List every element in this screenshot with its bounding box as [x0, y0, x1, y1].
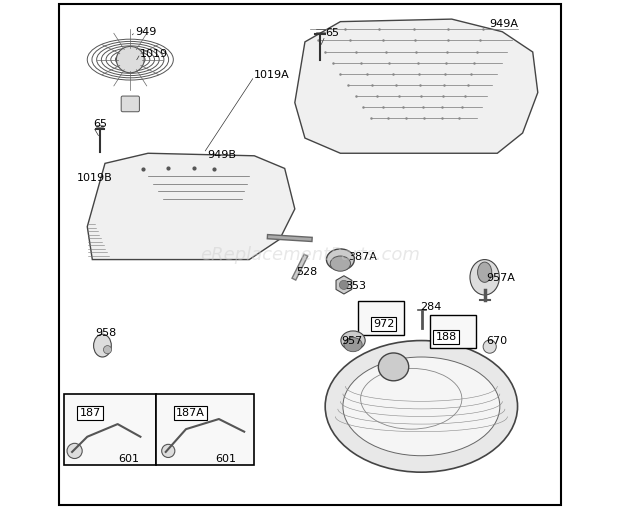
Text: 65: 65 — [94, 119, 107, 129]
FancyBboxPatch shape — [358, 301, 404, 335]
Polygon shape — [295, 19, 538, 153]
Text: 958: 958 — [95, 328, 116, 338]
Text: 670: 670 — [486, 335, 507, 346]
Ellipse shape — [343, 357, 500, 456]
Text: 957: 957 — [342, 336, 363, 346]
Circle shape — [104, 346, 112, 354]
Text: 387A: 387A — [348, 251, 377, 262]
Text: eReplacementParts.com: eReplacementParts.com — [200, 245, 420, 264]
Ellipse shape — [477, 262, 492, 282]
Text: 187: 187 — [79, 408, 101, 418]
Text: 601: 601 — [118, 454, 140, 464]
Polygon shape — [87, 153, 295, 260]
Ellipse shape — [94, 334, 112, 357]
Text: 949: 949 — [135, 27, 157, 37]
FancyBboxPatch shape — [430, 315, 476, 348]
Ellipse shape — [330, 256, 350, 271]
Text: 949B: 949B — [208, 150, 237, 160]
Circle shape — [67, 443, 82, 459]
Text: 188: 188 — [435, 332, 457, 342]
Circle shape — [162, 444, 175, 458]
Text: 1019B: 1019B — [77, 173, 113, 183]
Text: 957A: 957A — [486, 273, 515, 284]
Ellipse shape — [470, 260, 499, 295]
Text: 528: 528 — [296, 267, 317, 277]
Text: 1019: 1019 — [140, 48, 167, 59]
Ellipse shape — [341, 331, 365, 350]
Text: 353: 353 — [345, 281, 366, 291]
Text: 949A: 949A — [490, 19, 519, 29]
Ellipse shape — [325, 341, 518, 472]
Ellipse shape — [344, 337, 362, 352]
FancyBboxPatch shape — [121, 96, 140, 112]
Circle shape — [339, 280, 348, 290]
Text: 1019A: 1019A — [254, 70, 290, 80]
Ellipse shape — [117, 46, 144, 73]
FancyBboxPatch shape — [64, 393, 156, 465]
Text: 284: 284 — [420, 302, 441, 312]
FancyBboxPatch shape — [156, 393, 254, 465]
Ellipse shape — [378, 353, 409, 381]
Text: 601: 601 — [215, 454, 236, 464]
Text: 187A: 187A — [176, 408, 205, 418]
Ellipse shape — [327, 249, 354, 270]
Circle shape — [483, 340, 496, 353]
Text: 65: 65 — [325, 29, 339, 38]
Text: 972: 972 — [373, 319, 394, 329]
